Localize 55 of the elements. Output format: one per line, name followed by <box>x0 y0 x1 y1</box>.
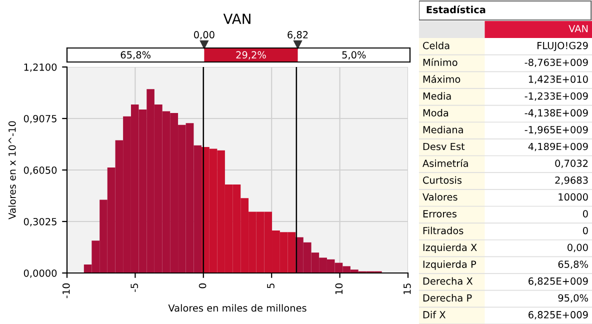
text: 6,825E+009 <box>528 277 588 286</box>
text: Derecha X <box>423 277 473 285</box>
text: 0 <box>582 226 588 234</box>
text: Media <box>423 92 451 100</box>
text: Filtrados <box>423 226 464 234</box>
text: 65,8% <box>120 51 151 60</box>
ref-line-label: 0,00 <box>194 31 214 40</box>
text: VAN <box>568 25 588 32</box>
chart-title: VAN <box>223 14 250 24</box>
text: Asimetría <box>422 159 468 167</box>
text: 2,9683 <box>555 176 588 185</box>
text: 5,0% <box>342 51 366 60</box>
text: Dif X <box>423 310 446 318</box>
x-tick-label: -10 <box>62 283 70 298</box>
x-axis-title: Valores en miles de millones <box>168 304 306 312</box>
text: Moda <box>423 109 448 117</box>
text: Errores <box>423 210 457 218</box>
text: 0,7032 <box>555 160 588 168</box>
text: 95,0% <box>558 294 588 303</box>
text: 1,423E+010 <box>528 76 588 84</box>
y-tick-label: 1,2100 <box>24 63 57 72</box>
x-tick-label: -5 <box>130 284 138 292</box>
y-axis-title: Valores en x 10^-10 <box>8 121 16 220</box>
text: 0,00 <box>568 244 588 252</box>
text: 6,825E+009 <box>528 311 588 320</box>
text: Celda <box>423 42 450 50</box>
text: 0 <box>582 210 588 218</box>
x-tick-label: 10 <box>335 283 343 294</box>
text: Valores <box>422 193 458 201</box>
x-tick-label: 5 <box>267 284 274 288</box>
text: 29,2% <box>236 51 266 60</box>
text: Izquierda P <box>423 260 476 270</box>
text: 65,8% <box>558 260 588 269</box>
text: -4,138E+009 <box>524 109 588 118</box>
text: Estadística <box>426 5 486 14</box>
x-tick-label: 15 <box>404 284 411 294</box>
text: FLUJO!G29 <box>538 42 588 52</box>
x-tick-label: 0 <box>198 283 206 288</box>
text: Izquierda X <box>423 244 477 253</box>
y-tick-label: 0,0000 <box>24 269 57 278</box>
y-tick-label: 0,9075 <box>24 114 56 124</box>
text: Derecha P <box>423 294 472 302</box>
text: Curtosis <box>423 176 462 184</box>
text: -1,233E+009 <box>524 92 588 101</box>
text: Máximo <box>423 74 460 83</box>
text: Mínimo <box>423 58 458 66</box>
ref-line-label: 6,82 <box>288 31 308 40</box>
y-tick-label: 0,3025 <box>24 218 56 226</box>
text: 4,189E+009 <box>528 142 588 152</box>
text: -8,763E+009 <box>524 58 588 68</box>
text: Mediana <box>423 126 463 134</box>
text: Desv Est <box>423 142 465 150</box>
text: 10000 <box>558 193 588 201</box>
text: -1,965E+009 <box>524 126 588 134</box>
y-tick-label: 0,6050 <box>24 166 57 175</box>
